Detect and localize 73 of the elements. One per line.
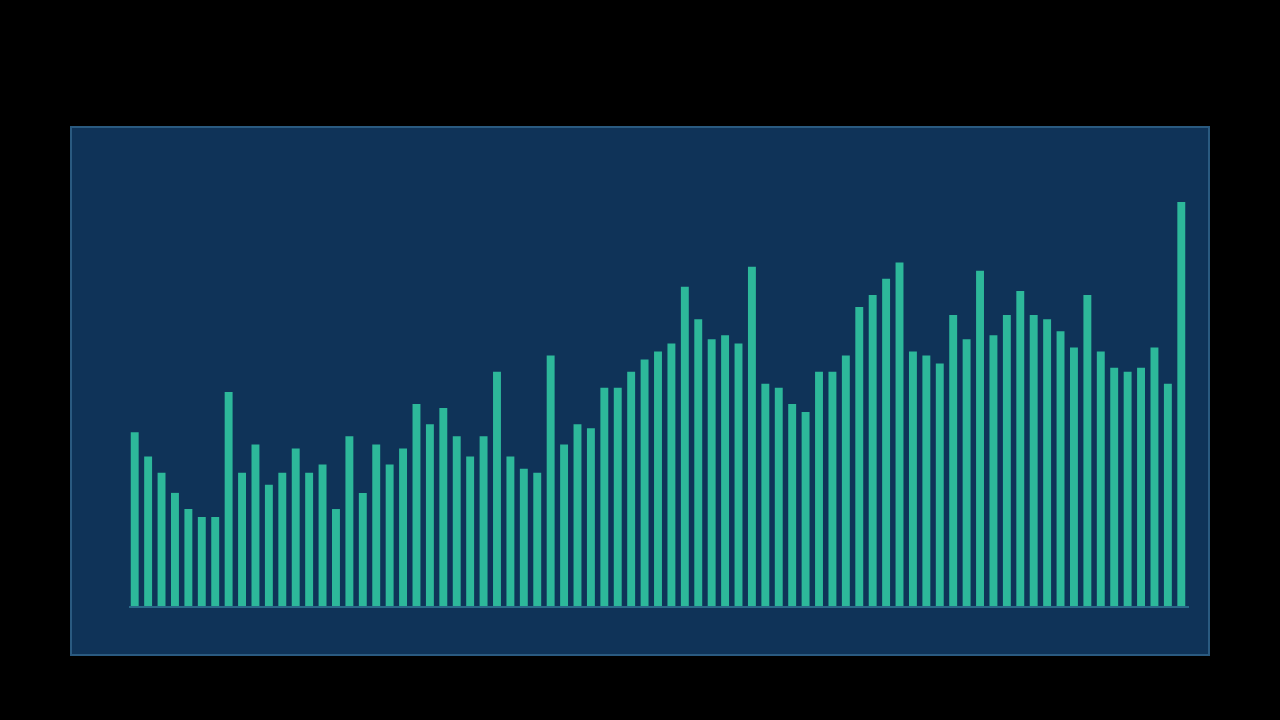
bar	[1083, 294, 1092, 606]
bar	[1029, 315, 1038, 606]
bar	[546, 355, 555, 606]
bar	[721, 335, 730, 606]
bar	[882, 278, 891, 606]
bar	[1163, 383, 1172, 606]
bar	[560, 444, 569, 606]
bar	[1096, 351, 1105, 606]
bar	[291, 448, 300, 606]
bar	[1137, 367, 1145, 606]
bar	[989, 335, 998, 606]
bar	[667, 343, 676, 606]
bar	[425, 424, 434, 606]
bar	[1043, 319, 1052, 606]
bar	[466, 456, 475, 606]
bar	[908, 351, 917, 606]
bar	[841, 355, 850, 606]
bar	[171, 492, 179, 606]
bar	[1002, 315, 1011, 606]
bar	[519, 468, 528, 606]
bar	[238, 472, 247, 606]
bar	[493, 371, 501, 606]
bar	[815, 371, 823, 606]
bar	[372, 444, 381, 606]
bar	[358, 492, 367, 606]
bar	[694, 319, 703, 606]
bar	[654, 351, 662, 606]
bar	[211, 517, 220, 606]
bar	[506, 456, 515, 606]
bar	[935, 363, 944, 606]
bar	[922, 355, 931, 606]
bar	[680, 286, 689, 606]
bar	[439, 408, 448, 606]
bar	[264, 484, 273, 606]
bar	[197, 517, 206, 606]
bar	[1177, 202, 1186, 606]
bar	[640, 359, 649, 606]
bar	[1016, 290, 1025, 606]
bar	[399, 448, 408, 606]
bar	[385, 464, 394, 606]
bar	[144, 456, 153, 606]
bar	[828, 371, 837, 606]
bar	[1110, 367, 1119, 606]
bar	[976, 270, 984, 606]
bar	[479, 436, 488, 606]
bar	[613, 387, 622, 606]
bar	[788, 404, 797, 606]
bar	[747, 266, 756, 606]
bar	[533, 472, 542, 606]
bar	[761, 383, 770, 606]
bar	[452, 436, 461, 606]
bar	[600, 387, 609, 606]
bar	[627, 371, 636, 606]
bar	[130, 432, 139, 606]
bar	[855, 307, 864, 606]
bar	[801, 412, 810, 606]
bar	[305, 472, 314, 606]
bar	[278, 472, 287, 606]
bar	[345, 436, 354, 606]
bar	[157, 472, 166, 606]
bar	[962, 339, 971, 606]
bar	[868, 294, 877, 606]
bar	[224, 391, 233, 606]
bar	[184, 509, 193, 606]
bar	[332, 509, 340, 606]
bar	[774, 387, 783, 606]
bar	[707, 339, 716, 606]
bar	[949, 315, 958, 606]
bar	[1069, 347, 1078, 606]
bar	[1123, 371, 1132, 606]
bar	[318, 464, 327, 606]
bar	[1150, 347, 1159, 606]
bar	[586, 428, 595, 606]
